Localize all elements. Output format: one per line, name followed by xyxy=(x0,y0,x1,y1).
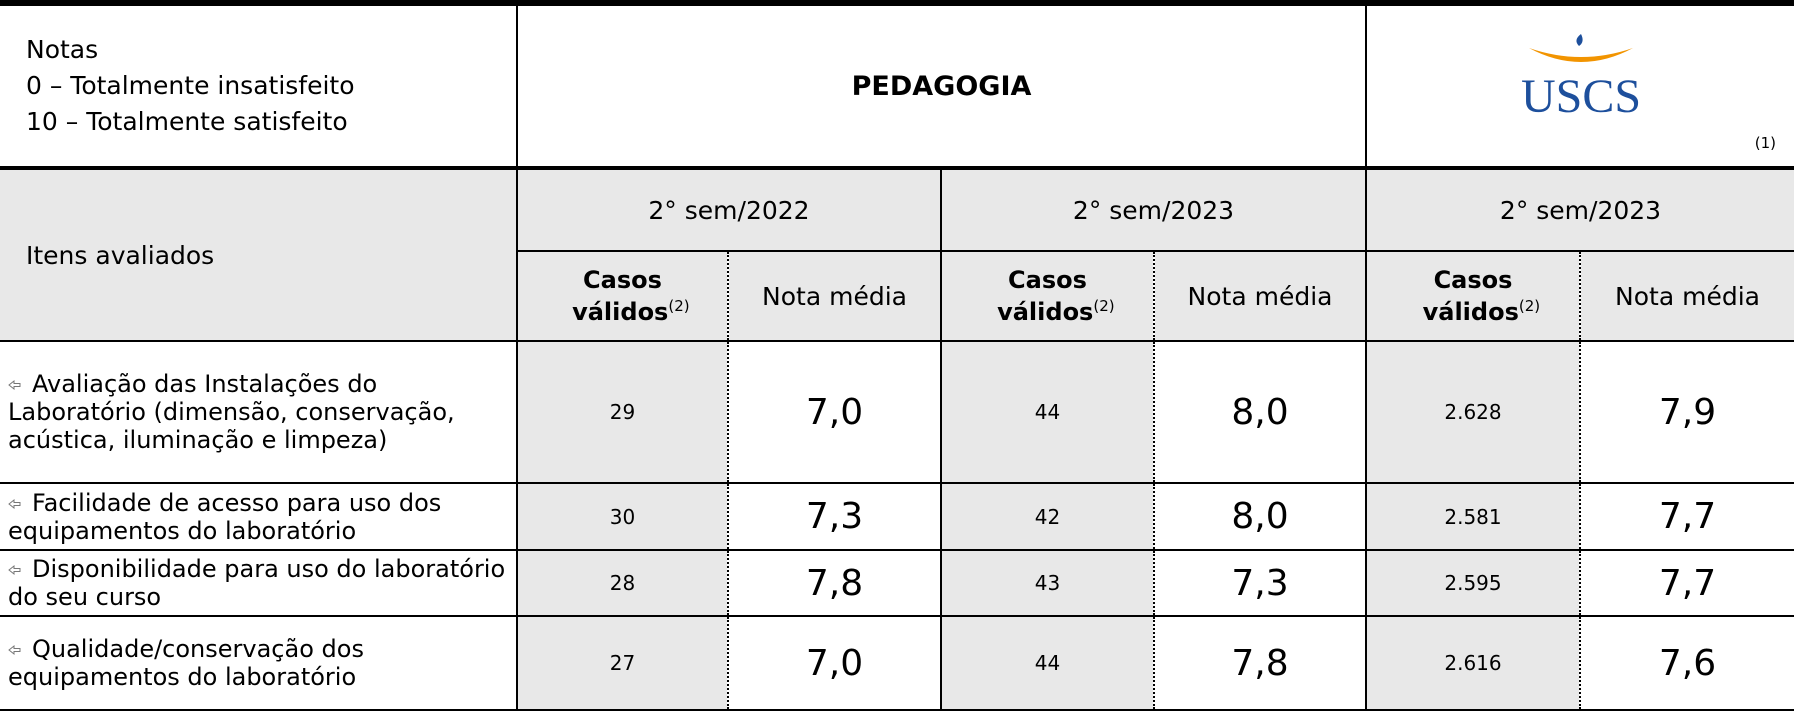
item-icon xyxy=(8,498,21,509)
mean-header: Nota média xyxy=(1579,250,1794,342)
item-label: Facilidade de acesso para uso dos equipa… xyxy=(8,488,442,545)
cases-note: (2) xyxy=(1518,297,1541,315)
mean-value: 7,6 xyxy=(1579,615,1794,711)
item-label: Avaliação das Instalações do Laboratório… xyxy=(8,370,455,454)
item-cell: Facilidade de acesso para uso dos equipa… xyxy=(0,482,518,551)
mean-header: Nota média xyxy=(727,250,942,342)
data-row: Disponibilidade para uso do laboratório … xyxy=(0,549,1794,617)
logo-cell: USCS (1) xyxy=(1365,2,1794,170)
cases-value: 29 xyxy=(516,340,729,484)
cases-label: Casos válidos(2) xyxy=(997,266,1115,326)
item-icon xyxy=(8,379,21,391)
data-row: Facilidade de acesso para uso dos equipa… xyxy=(0,482,1794,551)
mean-value: 7,3 xyxy=(727,482,942,551)
period-header: 2° sem/2023 xyxy=(939,167,1368,252)
corner-header: Itens avaliados xyxy=(0,167,518,342)
logo-note: (1) xyxy=(1754,134,1777,152)
item-label: Qualidade/conservação dos equipamentos d… xyxy=(8,635,364,691)
period-header: 2° sem/2022 xyxy=(516,167,942,252)
logo-text: USCS xyxy=(1520,70,1640,122)
mean-value: 7,7 xyxy=(1579,482,1794,551)
logo: USCS xyxy=(1520,34,1641,122)
period-header: 2° sem/2023 xyxy=(1365,167,1794,252)
cases-value: 30 xyxy=(516,482,729,551)
course-title: PEDAGOGIA xyxy=(515,2,1368,170)
logo-flame xyxy=(1575,34,1583,46)
cases-value: 27 xyxy=(516,615,729,711)
mean-value: 8,0 xyxy=(1152,482,1368,551)
mean-header: Nota média xyxy=(1152,250,1368,342)
legend-line: 10 – Totalmente satisfeito xyxy=(26,107,348,136)
cases-value: 2.616 xyxy=(1365,615,1582,711)
cases-header: Casos válidos(2) xyxy=(1365,250,1582,342)
cases-value: 44 xyxy=(940,615,1155,711)
cases-label: Casos válidos(2) xyxy=(572,266,690,326)
mean-value: 7,0 xyxy=(727,615,942,711)
mean-value: 7,8 xyxy=(727,549,942,617)
mean-value: 7,7 xyxy=(1579,549,1794,617)
mean-value: 7,9 xyxy=(1579,340,1794,484)
item-cell: Disponibilidade para uso do laboratório … xyxy=(0,549,518,617)
cases-header: Casos válidos(2) xyxy=(517,250,729,342)
legend: Notas 0 – Totalmente insatisfeito 10 – T… xyxy=(0,2,518,170)
mean-value: 7,3 xyxy=(1152,549,1368,617)
cases-value: 2.628 xyxy=(1365,340,1582,484)
data-row: Qualidade/conservação dos equipamentos d… xyxy=(0,615,1794,711)
cases-value: 43 xyxy=(940,549,1155,617)
mean-value: 8,0 xyxy=(1152,340,1368,484)
cases-value: 2.581 xyxy=(1365,482,1582,551)
cases-value: 42 xyxy=(940,482,1155,551)
legend-line: 0 – Totalmente insatisfeito xyxy=(26,71,355,100)
item-label: Disponibilidade para uso do laboratório … xyxy=(8,555,506,611)
cases-value: 28 xyxy=(516,549,729,617)
mean-value: 7,0 xyxy=(727,340,942,484)
item-cell: Avaliação das Instalações do Laboratório… xyxy=(0,340,518,484)
cases-note: (2) xyxy=(1093,297,1115,315)
data-row: Avaliação das Instalações do Laboratório… xyxy=(0,340,1794,484)
cases-value: 2.595 xyxy=(1365,549,1582,617)
item-cell: Qualidade/conservação dos equipamentos d… xyxy=(0,615,518,711)
mean-value: 7,8 xyxy=(1152,615,1368,711)
cases-header: Casos válidos(2) xyxy=(940,250,1155,342)
legend-line: Notas xyxy=(26,35,99,64)
item-icon xyxy=(8,564,21,576)
cases-note: (2) xyxy=(668,297,690,315)
cases-value: 44 xyxy=(940,340,1155,484)
item-icon xyxy=(8,644,21,656)
logo-arc xyxy=(1528,48,1633,62)
cases-label: Casos válidos(2) xyxy=(1422,266,1541,326)
